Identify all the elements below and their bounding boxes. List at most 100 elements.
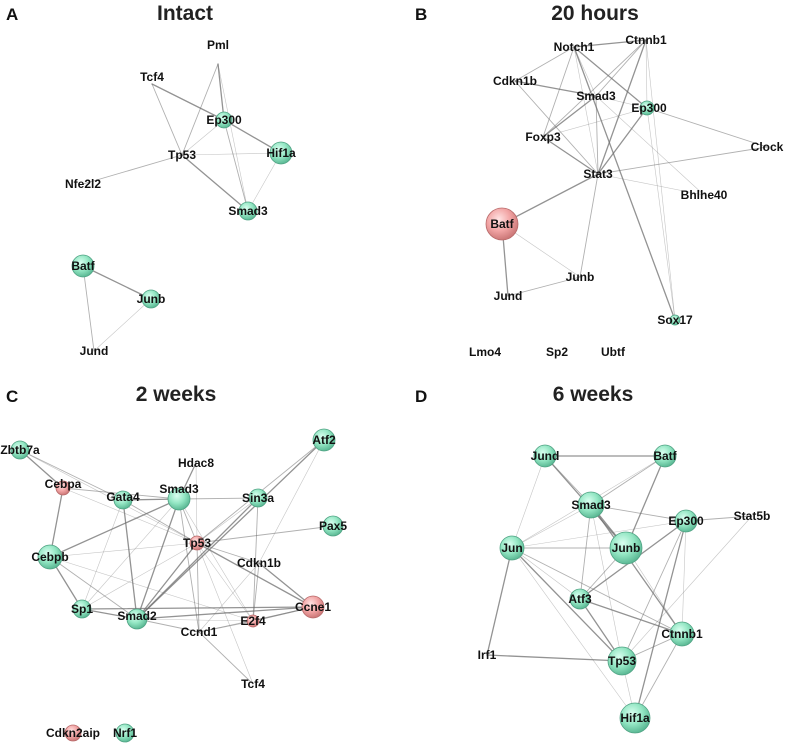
node-hif1a: Hif1a <box>266 141 296 165</box>
node-label-sp2: Sp2 <box>546 345 568 359</box>
node-label-junb: Junb <box>612 541 641 555</box>
node-cebpa: Cebpa <box>45 477 82 496</box>
node-smad3: Smad3 <box>571 491 611 519</box>
node-tp53: Tp53 <box>183 535 211 551</box>
node-label-ccne1: Ccne1 <box>295 600 331 614</box>
node-notch1: Notch1 <box>554 40 595 54</box>
node-ccne1: Ccne1 <box>295 595 331 619</box>
node-label-jun: Jun <box>501 541 522 555</box>
node-nrf1: Nrf1 <box>113 723 137 743</box>
node-e2f4: E2f4 <box>240 614 266 628</box>
node-label-cebpa: Cebpa <box>45 477 82 491</box>
node-cdkn2aip: Cdkn2aip <box>46 724 100 742</box>
node-label-smad2: Smad2 <box>117 609 157 623</box>
edge-hdac8-tp53 <box>195 462 198 544</box>
panel-a-title: Intact <box>157 2 213 25</box>
edge-ctnnb1-ep300 <box>645 39 648 109</box>
panel-c-title: 2 weeks <box>136 383 217 406</box>
node-hif1a: Hif1a <box>619 702 651 734</box>
edge-ep300-stat3 <box>597 107 648 175</box>
node-label-pml: Pml <box>207 38 229 52</box>
edge-tp53-hif1a <box>181 152 282 156</box>
node-label-ubtf: Ubtf <box>601 345 626 359</box>
node-label-cdkn1b: Cdkn1b <box>493 74 537 88</box>
panel-a: A Intact Pml Tcf4 Ep300 Tp53 Hif1a Nfe2l2 Smad… <box>6 2 296 358</box>
node-circle-smad3 <box>167 487 191 511</box>
node-label-ep300: Ep300 <box>631 101 667 115</box>
edge-stat3-junb <box>579 173 599 278</box>
node-label-tp53: Tp53 <box>168 148 196 162</box>
edge-cebpa-tp53 <box>62 487 198 544</box>
edge-stat3-bhlhe40 <box>597 173 705 196</box>
node-pax5: Pax5 <box>319 515 347 537</box>
edge-atf2-smad2 <box>136 439 325 620</box>
node-circle-smad3 <box>238 201 258 221</box>
node-circle-sox17 <box>669 314 681 326</box>
node-label-hif1a: Hif1a <box>266 146 296 160</box>
node-label-lmo4: Lmo4 <box>469 345 501 359</box>
edge-tp53-ccne1 <box>196 542 314 608</box>
node-circle-ccne1 <box>301 595 325 619</box>
node-circle-ep300 <box>674 509 698 533</box>
edge-tp53-cdkn1b <box>196 542 260 564</box>
edge-ep300-tp53 <box>621 520 687 662</box>
node-ctnnb1: Ctnnb1 <box>625 33 667 47</box>
node-pml: Pml <box>207 38 229 52</box>
edge-stat3-batf <box>501 173 599 225</box>
node-label-batf: Batf <box>653 449 677 463</box>
node-label-jund: Jund <box>80 344 109 358</box>
edge-ep300-tp53 <box>181 119 225 156</box>
node-label-cebpb: Cebpb <box>31 550 68 564</box>
node-circle-smad3 <box>577 491 605 519</box>
panel-c-letter: C <box>6 387 18 406</box>
node-label-jund: Jund <box>531 449 560 463</box>
edge-ep300-smad3 <box>223 119 249 212</box>
edge-smad3-foxp3 <box>542 95 597 138</box>
edge-tp53-ccnd1 <box>196 542 200 633</box>
edge-batf-junb <box>625 455 666 549</box>
node-ep300: Ep300 <box>668 509 704 533</box>
node-smad2: Smad2 <box>117 608 157 630</box>
edge-notch1-cdkn1b <box>514 46 575 82</box>
edge-pml-ep300 <box>217 63 225 121</box>
edge-atf2-cdkn1b <box>258 439 325 564</box>
node-label-ctnnb1: Ctnnb1 <box>625 33 667 47</box>
edge-ep300-sox17 <box>646 107 676 321</box>
node-label-junb: Junb <box>137 292 166 306</box>
node-circle-ep300 <box>215 111 233 129</box>
edge-ep300-foxp3 <box>542 107 648 138</box>
node-label-tcf4: Tcf4 <box>140 70 164 84</box>
node-circle-zbtb7a <box>10 440 30 460</box>
node-zbtb7a: Zbtb7a <box>0 440 40 460</box>
panel-a-letter: A <box>6 5 18 24</box>
edge-tcf4-tp53 <box>151 83 183 156</box>
node-hdac8: Hdac8 <box>178 456 214 470</box>
node-label-notch1: Notch1 <box>554 40 595 54</box>
edge-smad3-stat3 <box>595 95 599 175</box>
edge-tp53-e2f4 <box>196 542 254 622</box>
node-foxp3: Foxp3 <box>525 130 561 144</box>
node-label-nfe2l2: Nfe2l2 <box>65 177 101 191</box>
node-batf: Batf <box>653 444 678 468</box>
node-circle-cdkn2aip <box>64 724 82 742</box>
node-circle-tp53 <box>189 535 205 551</box>
node-label-stat3: Stat3 <box>583 167 613 181</box>
node-tcf4: Tcf4 <box>241 677 265 691</box>
edge-jun-atf3 <box>511 547 581 600</box>
edge-tp53-sp1 <box>81 542 198 610</box>
node-label-tp53: Tp53 <box>183 536 211 550</box>
edge-jun-ctnnb1 <box>511 547 683 635</box>
edge-smad3-bhlhe40 <box>595 95 705 196</box>
node-cebpb: Cebpb <box>31 544 69 570</box>
edge-foxp3-stat3 <box>542 136 599 175</box>
panel-b-letter: B <box>415 5 427 24</box>
edge-smad3-sp1 <box>81 498 180 610</box>
edge-sin3a-tp53 <box>196 497 259 544</box>
node-circle-sp1 <box>72 599 92 619</box>
node-circle-atf2 <box>312 428 336 452</box>
node-label-ctnnb1: Ctnnb1 <box>661 627 703 641</box>
edge-cebpb-e2f4 <box>49 556 254 622</box>
node-label-smad3: Smad3 <box>576 89 616 103</box>
edge-notch1-foxp3 <box>542 46 575 138</box>
